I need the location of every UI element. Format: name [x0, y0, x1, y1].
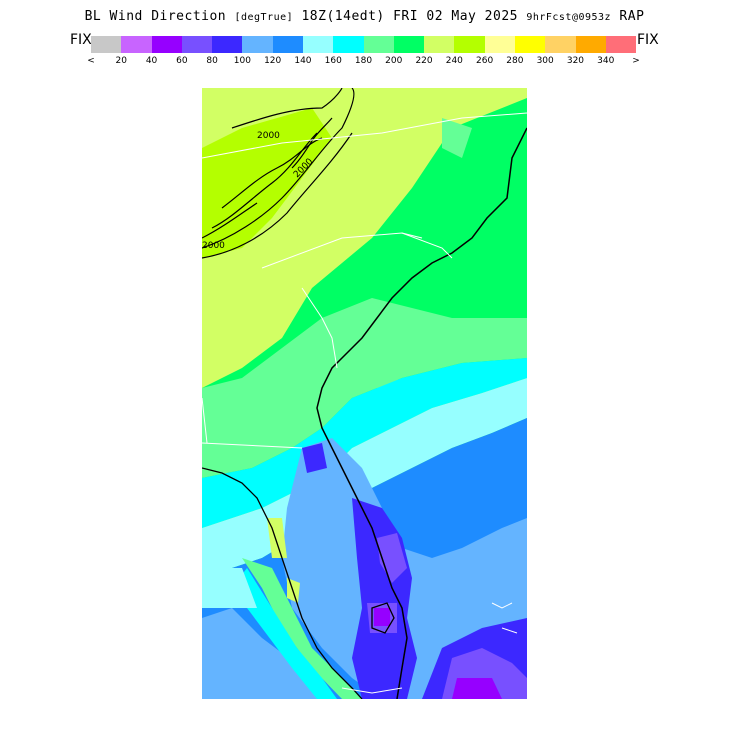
- color-scale-tick: 220: [415, 56, 433, 66]
- color-scale-tick: 320: [566, 56, 585, 66]
- color-swatch: [121, 36, 152, 53]
- field-140-gulf: [202, 568, 257, 608]
- field-160-band: [202, 358, 527, 528]
- field-200-patch: [442, 118, 472, 158]
- color-scale-tick: 300: [536, 56, 554, 66]
- color-scale-tick: 120: [264, 56, 282, 66]
- color-scale-tick: 140: [294, 56, 312, 66]
- field-80-patch-north: [302, 443, 327, 473]
- field-40-patch-a: [374, 608, 390, 626]
- color-swatch: [242, 36, 273, 53]
- color-scale-tick: <: [87, 56, 95, 66]
- color-scale-tick: 160: [324, 56, 342, 66]
- lake-outline: [371, 602, 395, 634]
- terrain-contours: [202, 88, 355, 259]
- chart-title: BL Wind Direction [degTrue] 18Z(14edt) F…: [0, 9, 729, 24]
- map-canvas: 2000 2000 2000: [202, 88, 527, 699]
- wind-direction-map: 2000 2000 2000: [202, 88, 527, 699]
- color-swatch: [605, 36, 637, 53]
- color-scale-tick: 260: [476, 56, 494, 66]
- color-scale-tick: 240: [445, 56, 463, 66]
- field-60-patch-a: [377, 533, 407, 583]
- color-swatch: [454, 36, 485, 53]
- color-swatch: [272, 36, 303, 53]
- title-main: BL Wind Direction: [84, 9, 227, 24]
- field-180-gulf: [242, 558, 362, 699]
- color-swatch: [151, 36, 182, 53]
- title-model: RAP: [619, 9, 645, 24]
- contour-label-1: 2000: [257, 131, 280, 141]
- color-swatch: [302, 36, 334, 53]
- color-scale-tick: 20: [115, 56, 127, 66]
- color-scale-tick: 100: [233, 56, 251, 66]
- field-green-right: [372, 98, 527, 328]
- field-180-patch-east: [372, 353, 402, 388]
- field-160-gulf: [232, 568, 337, 699]
- coastline: [316, 127, 527, 699]
- title-time: 18Z(14edt) FRI 02 May 2025: [301, 9, 518, 24]
- keys-outline: [341, 687, 403, 694]
- color-swatch: [91, 36, 122, 53]
- color-swatch: [393, 36, 425, 53]
- color-scale-bar: [91, 36, 637, 53]
- color-swatch: [333, 36, 364, 53]
- field-40-east: [452, 678, 502, 699]
- color-scale-tick: 40: [145, 56, 158, 66]
- title-forecast: 9hrFcst@0953z: [526, 12, 612, 23]
- color-swatch: [514, 36, 546, 53]
- color-scale-tick: 340: [597, 56, 615, 66]
- color-swatch: [212, 36, 243, 53]
- color-scale-tick: 80: [206, 56, 218, 66]
- gulf-coastline: [202, 467, 363, 699]
- bahamas-outline: [491, 602, 518, 634]
- color-scale-tick: 200: [385, 56, 403, 66]
- color-scale-tick: 180: [354, 56, 373, 66]
- color-scale-tick: 60: [176, 56, 188, 66]
- color-scale-ticks: <20 40 60 80 100 120 140 160 180 200 220 240 260 280 3…: [87, 56, 640, 68]
- state-borders: [202, 112, 527, 449]
- title-units: [degTrue]: [234, 12, 294, 23]
- color-swatch: [181, 36, 213, 53]
- fix-label-right: FIX: [637, 32, 659, 48]
- fix-label-left: FIX: [70, 32, 92, 48]
- color-swatch: [545, 36, 576, 53]
- contour-label-3: 2000: [202, 241, 225, 251]
- field-240-patch: [202, 108, 332, 258]
- color-swatch: [484, 36, 515, 53]
- color-swatch: [363, 36, 394, 53]
- color-swatch: [575, 36, 606, 53]
- color-swatch: [424, 36, 455, 53]
- color-scale-tick: >: [632, 56, 640, 66]
- color-scale-tick: 280: [506, 56, 524, 66]
- field-180-band: [202, 298, 527, 478]
